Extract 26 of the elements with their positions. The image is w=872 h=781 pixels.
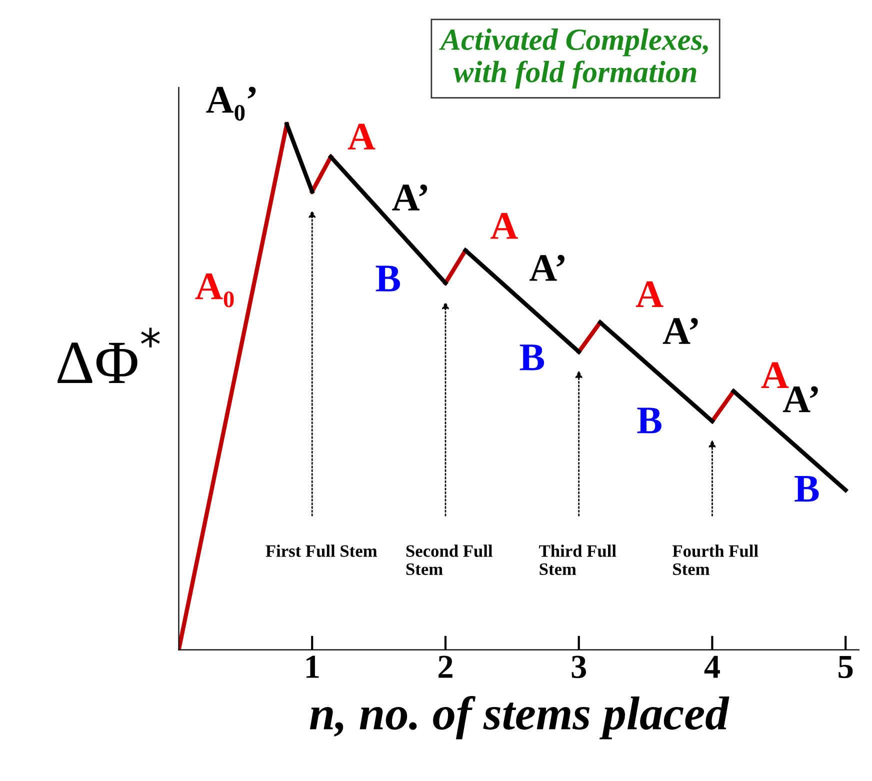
annotation: B xyxy=(637,408,662,434)
annotation: B xyxy=(794,476,819,502)
annotation: A xyxy=(761,362,789,388)
annotation: Third Full Stem xyxy=(539,544,616,576)
annotation: B xyxy=(520,344,544,370)
x-tick-label: 4 xyxy=(704,656,720,678)
y-axis-title: ΔΦ$^{*}$ xyxy=(58,328,160,383)
annotation: Fourth Full Stem xyxy=(672,544,758,576)
annotation: A’ xyxy=(392,184,428,210)
annotation: A xyxy=(490,213,518,239)
annotation: A’ xyxy=(529,254,564,281)
text: A₀’ xyxy=(206,86,256,121)
annotation: A₀ xyxy=(195,273,234,308)
annotation: First Full Stem xyxy=(266,544,378,557)
x-tick-label: 5 xyxy=(838,656,853,678)
annotation: Second Full Stem xyxy=(406,544,492,576)
annotation: A’ xyxy=(662,318,698,344)
annotation: A xyxy=(636,281,664,308)
annotation: A’ xyxy=(782,386,818,412)
x-axis-title: n, no. of stems placed xyxy=(310,696,730,740)
annotation: B xyxy=(376,266,400,292)
x-tick-label: 2 xyxy=(438,656,452,678)
annotation: A xyxy=(348,124,376,150)
text: Activated Complexes, with fold formation xyxy=(439,28,708,89)
x-tick-label: 3 xyxy=(572,656,586,678)
x-tick-label: 1 xyxy=(306,656,319,678)
